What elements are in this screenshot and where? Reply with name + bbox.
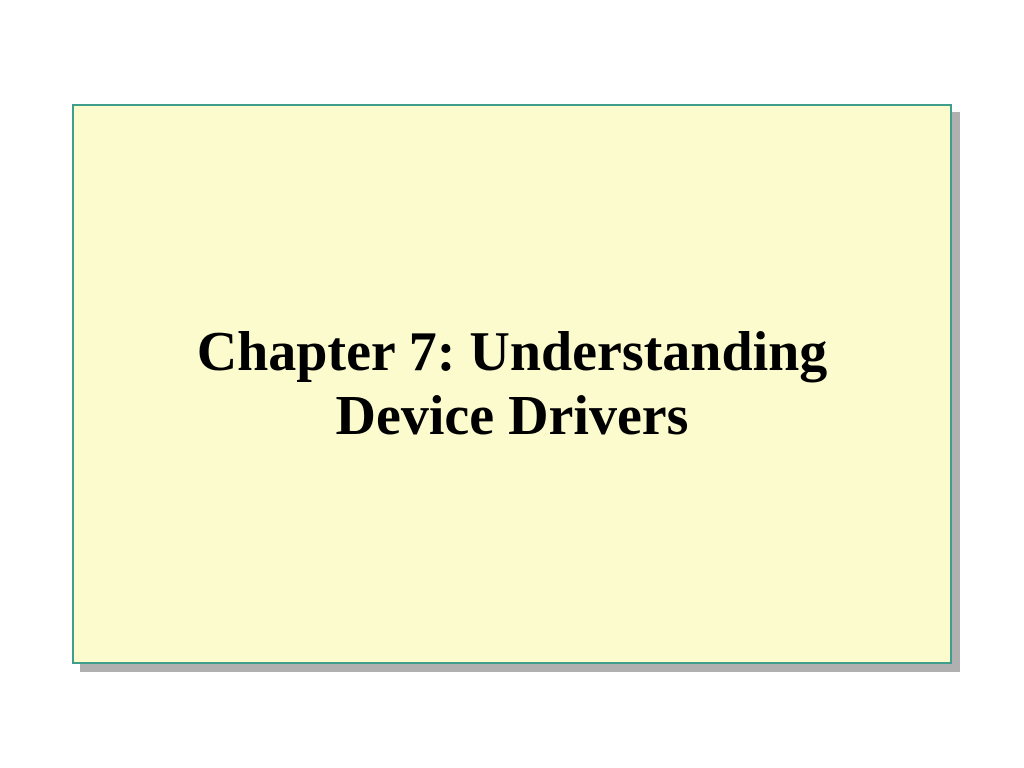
- slide-title: Chapter 7: Understanding Device Drivers: [124, 320, 900, 449]
- slide-container: Chapter 7: Understanding Device Drivers: [72, 104, 952, 664]
- slide-panel: Chapter 7: Understanding Device Drivers: [72, 104, 952, 664]
